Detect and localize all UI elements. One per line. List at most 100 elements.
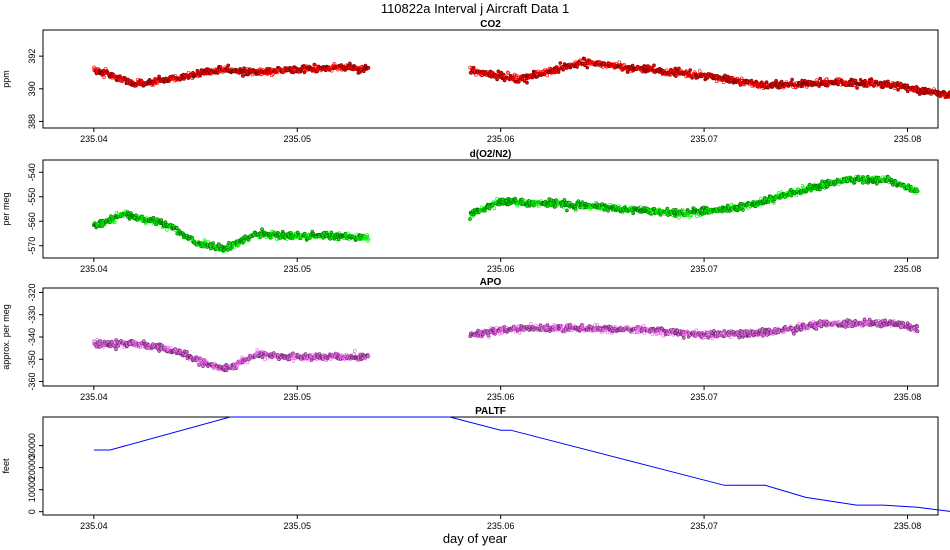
scatter-points <box>92 56 950 100</box>
y-axis-label: per meg <box>1 192 11 225</box>
data-point <box>336 237 341 242</box>
chart-panels: CO2 235.04 235.05 235.06 235.07 235.08 388 390 3… <box>1 19 950 531</box>
data-point <box>218 65 223 69</box>
panel-title: d(O2/N2) <box>470 149 512 160</box>
data-point <box>468 217 472 221</box>
y-axis-label: ppm <box>1 70 11 88</box>
data-point <box>525 80 529 85</box>
chart-panel-0: CO2 235.04 235.05 235.06 235.07 235.08 388 390 3… <box>1 19 950 144</box>
data-point <box>652 63 656 68</box>
data-point <box>287 357 292 362</box>
data-point <box>211 241 215 245</box>
data-point <box>825 83 830 88</box>
data-point <box>274 237 279 241</box>
data-point <box>275 70 280 75</box>
data-point <box>151 83 156 87</box>
data-point <box>695 214 699 219</box>
data-point <box>499 330 504 334</box>
chart-panel-1: d(O2/N2) 235.04 235.05 235.06 235.07 235.08 -5… <box>1 149 939 274</box>
data-point <box>269 67 274 72</box>
data-point <box>728 335 733 340</box>
data-point <box>500 331 505 335</box>
data-point <box>155 81 159 85</box>
data-point <box>505 70 510 75</box>
data-point <box>492 206 497 210</box>
x-tick-label: 235.04 <box>80 134 108 144</box>
x-tick-label: 235.05 <box>283 521 311 531</box>
data-point <box>245 360 250 365</box>
data-point <box>790 77 794 82</box>
data-point <box>883 318 888 323</box>
plot-frame <box>42 159 939 259</box>
data-point <box>642 331 647 335</box>
data-point <box>576 199 581 203</box>
y-tick-label: -360 <box>27 373 37 391</box>
data-point <box>580 323 585 328</box>
y-axis-label: approx. per meg <box>1 304 11 370</box>
data-point <box>366 66 371 70</box>
scatter-points <box>92 174 920 253</box>
data-point <box>471 65 476 70</box>
data-point <box>495 77 499 82</box>
data-point <box>905 83 910 88</box>
y-tick-label: -550 <box>27 188 37 206</box>
y-tick-label: 388 <box>27 114 37 129</box>
data-point <box>255 348 260 353</box>
data-point <box>554 198 559 202</box>
data-point <box>697 69 702 73</box>
data-point <box>881 84 886 88</box>
data-point <box>760 327 765 331</box>
data-point <box>528 321 533 326</box>
data-point <box>134 213 138 218</box>
data-point <box>737 335 742 340</box>
chart-panel-3: PALTF 235.04 235.05 235.06 235.07 235.08 0 1000… <box>1 406 950 531</box>
data-point <box>263 357 267 362</box>
y-tick-label: -340 <box>27 328 37 346</box>
data-point <box>556 70 561 74</box>
x-tick-label: 235.05 <box>283 392 311 402</box>
data-point <box>891 318 896 323</box>
data-point <box>767 327 771 332</box>
data-point <box>901 321 906 326</box>
data-point <box>673 207 678 212</box>
data-point <box>365 234 370 239</box>
data-point <box>487 335 491 339</box>
data-point <box>850 324 855 329</box>
data-point <box>346 231 350 236</box>
data-point <box>677 66 681 71</box>
data-point <box>818 76 823 81</box>
data-point <box>585 65 590 70</box>
x-tick-label: 235.08 <box>894 521 922 531</box>
data-point <box>106 339 110 344</box>
data-point <box>608 203 613 207</box>
data-point <box>694 328 699 333</box>
data-point <box>689 213 693 218</box>
data-point <box>227 241 231 245</box>
plot-frame <box>42 29 939 129</box>
data-point <box>545 73 550 78</box>
data-point <box>764 80 769 84</box>
y-tick-label: 20000 <box>27 455 37 480</box>
data-point <box>799 327 804 332</box>
data-point <box>612 62 616 66</box>
y-tick-label: -320 <box>27 283 37 301</box>
y-tick-label: -560 <box>27 212 37 230</box>
data-point <box>236 243 241 247</box>
x-tick-label: 235.04 <box>80 521 108 531</box>
data-point <box>690 74 695 78</box>
data-point <box>744 329 749 333</box>
data-point <box>197 363 201 367</box>
x-tick-label: 235.06 <box>487 134 515 144</box>
data-point <box>109 214 113 218</box>
data-point <box>582 56 587 61</box>
data-point <box>545 323 550 327</box>
data-point <box>593 323 597 327</box>
series-line <box>93 416 950 512</box>
panel-title: PALTF <box>475 406 506 417</box>
data-point <box>666 332 671 337</box>
data-point <box>506 71 511 75</box>
data-point <box>565 208 569 213</box>
data-point <box>291 359 296 363</box>
data-point <box>706 335 711 340</box>
x-axis-label: day of year <box>443 531 508 546</box>
